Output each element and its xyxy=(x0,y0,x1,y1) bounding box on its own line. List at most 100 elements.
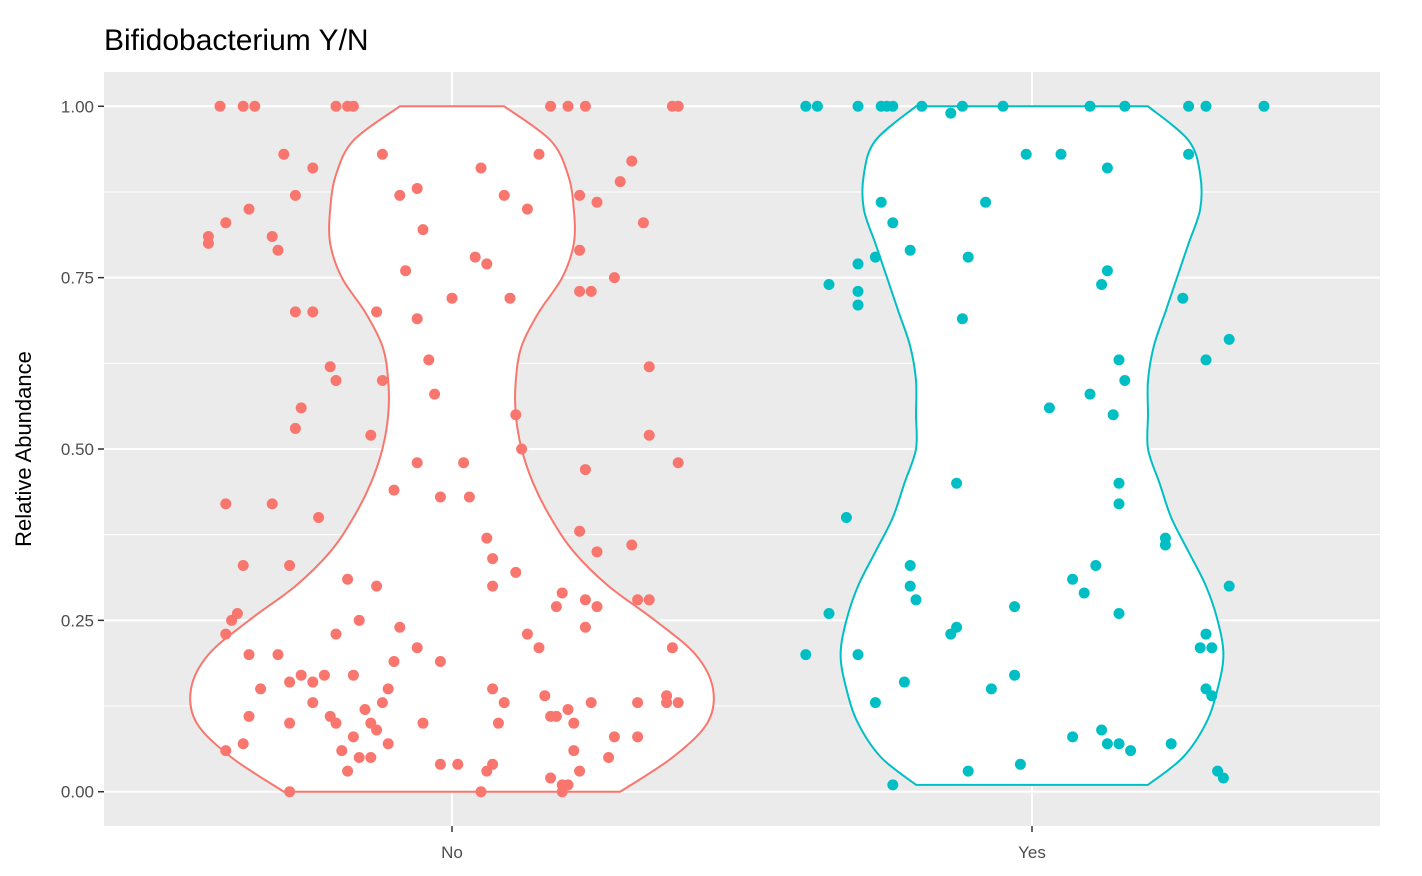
data-point-no xyxy=(481,258,493,270)
data-point-yes xyxy=(1113,354,1125,366)
data-point-no xyxy=(243,203,255,215)
data-point-no xyxy=(411,183,423,195)
data-point-yes xyxy=(1014,758,1026,770)
data-point-no xyxy=(487,683,499,695)
data-point-no xyxy=(556,587,568,599)
data-point-no xyxy=(382,738,394,750)
data-point-no xyxy=(243,710,255,722)
data-point-no xyxy=(481,532,493,544)
data-point-no xyxy=(585,697,597,709)
data-point-no xyxy=(608,731,620,743)
violins xyxy=(189,105,1225,793)
data-point-yes xyxy=(910,594,922,606)
data-point-no xyxy=(382,683,394,695)
data-point-yes xyxy=(887,779,899,791)
data-point-no xyxy=(545,710,557,722)
data-point-yes xyxy=(1194,642,1206,654)
data-point-no xyxy=(347,100,359,112)
data-point-no xyxy=(307,162,319,174)
data-point-no xyxy=(237,738,249,750)
data-point-yes xyxy=(1159,539,1171,551)
data-point-no xyxy=(359,703,371,715)
data-point-no xyxy=(324,361,336,373)
data-point-no xyxy=(626,539,638,551)
data-point-no xyxy=(423,354,435,366)
data-point-no xyxy=(417,717,429,729)
data-point-no xyxy=(463,491,475,503)
data-point-no xyxy=(626,155,638,167)
data-point-no xyxy=(289,189,301,201)
data-point-no xyxy=(330,100,342,112)
x-tick-label: No xyxy=(441,843,463,862)
y-tick-label: 0.75 xyxy=(61,269,94,288)
data-point-no xyxy=(458,457,470,469)
data-point-no xyxy=(632,697,644,709)
data-point-no xyxy=(516,443,528,455)
data-point-no xyxy=(521,628,533,640)
data-point-no xyxy=(429,388,441,400)
data-point-yes xyxy=(823,608,835,620)
data-point-no xyxy=(533,148,545,160)
data-point-no xyxy=(330,628,342,640)
data-point-no xyxy=(400,265,412,277)
data-point-yes xyxy=(956,100,968,112)
data-point-yes xyxy=(1096,278,1108,290)
data-point-no xyxy=(492,717,504,729)
data-point-yes xyxy=(1113,498,1125,510)
data-point-yes xyxy=(1096,724,1108,736)
data-point-yes xyxy=(823,278,835,290)
data-point-no xyxy=(318,669,330,681)
data-point-yes xyxy=(1009,669,1021,681)
y-axis: 0.00 0.25 0.50 0.75 1.00 xyxy=(61,97,104,802)
data-point-no xyxy=(591,546,603,558)
data-point-no xyxy=(220,498,232,510)
data-point-yes xyxy=(869,697,881,709)
data-point-no xyxy=(266,231,278,243)
data-point-no xyxy=(579,464,591,476)
data-point-yes xyxy=(1078,587,1090,599)
data-point-no xyxy=(342,573,354,585)
data-point-no xyxy=(545,100,557,112)
data-point-yes xyxy=(904,560,916,572)
data-point-no xyxy=(574,244,586,256)
data-point-no xyxy=(214,100,226,112)
data-point-no xyxy=(284,717,296,729)
data-points xyxy=(202,100,1270,798)
data-point-yes xyxy=(1067,573,1079,585)
data-point-yes xyxy=(869,251,881,263)
data-point-yes xyxy=(852,299,864,311)
data-point-yes xyxy=(1067,731,1079,743)
data-point-no xyxy=(376,374,388,386)
data-point-yes xyxy=(904,244,916,256)
data-point-no xyxy=(371,306,383,318)
data-point-yes xyxy=(1206,690,1218,702)
data-point-no xyxy=(510,409,522,421)
data-point-no xyxy=(272,649,284,661)
data-point-no xyxy=(220,745,232,757)
data-point-no xyxy=(643,429,655,441)
data-point-no xyxy=(220,628,232,640)
data-point-no xyxy=(237,560,249,572)
data-point-yes xyxy=(887,100,899,112)
data-point-no xyxy=(452,758,464,770)
data-point-yes xyxy=(1258,100,1270,112)
data-point-yes xyxy=(951,621,963,633)
violin-no xyxy=(189,105,715,793)
data-point-no xyxy=(568,745,580,757)
data-point-yes xyxy=(1009,601,1021,613)
data-point-yes xyxy=(1165,738,1177,750)
data-point-no xyxy=(603,751,615,763)
data-point-yes xyxy=(1183,100,1195,112)
data-point-yes xyxy=(875,196,887,208)
data-point-yes xyxy=(1200,354,1212,366)
data-point-no xyxy=(608,272,620,284)
data-point-yes xyxy=(985,683,997,695)
data-point-yes xyxy=(1084,100,1096,112)
x-axis: No Yes xyxy=(441,826,1046,862)
data-point-yes xyxy=(852,649,864,661)
data-point-no xyxy=(562,703,574,715)
data-point-yes xyxy=(1223,333,1235,345)
y-tick-label: 0.25 xyxy=(61,611,94,630)
data-point-no xyxy=(672,100,684,112)
data-point-no xyxy=(475,162,487,174)
